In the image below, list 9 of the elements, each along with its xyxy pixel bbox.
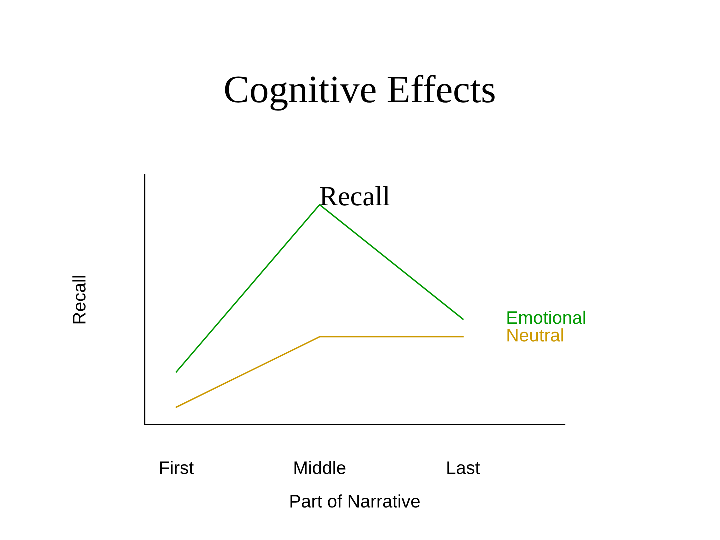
x-axis-title: Part of Narrative xyxy=(290,494,420,508)
x-tick-label: First xyxy=(160,461,194,474)
x-tick-label: Last xyxy=(448,462,480,474)
text: Neutral xyxy=(508,328,564,342)
text: Emotional xyxy=(508,310,586,324)
y-axis-title: Recall xyxy=(72,276,86,324)
chart-subtitle: Recall xyxy=(320,186,390,206)
x-tick-label: Middle xyxy=(294,461,346,474)
chart-title: Cognitive Effects xyxy=(225,75,495,111)
